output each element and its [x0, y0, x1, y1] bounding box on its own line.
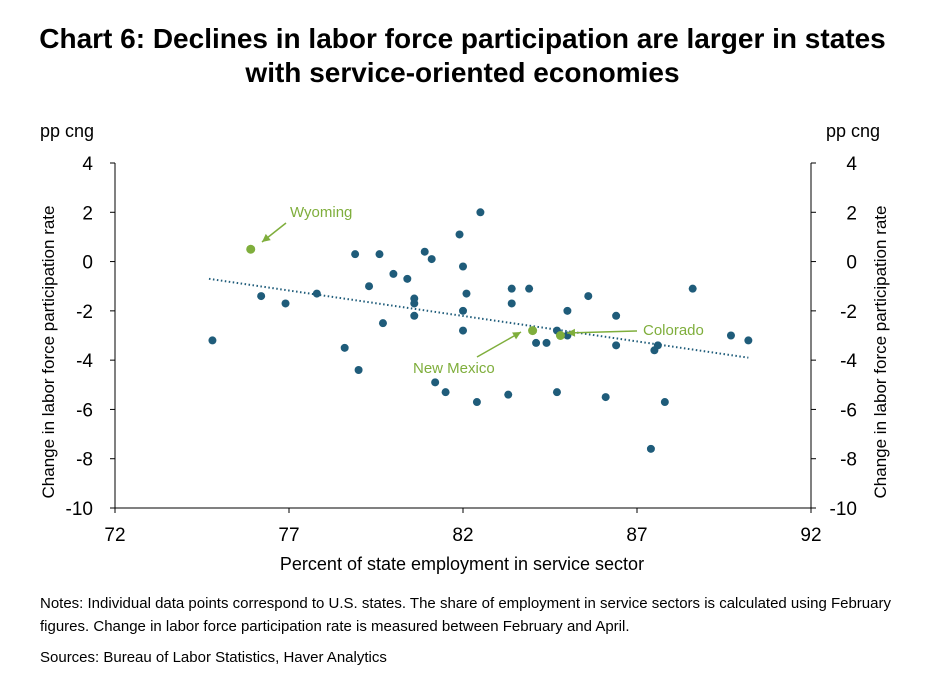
annotation-label: Colorado: [643, 322, 704, 339]
data-point: [462, 289, 471, 298]
trend-line-group: [208, 277, 749, 359]
data-point: [688, 284, 697, 293]
data-point: [459, 306, 467, 315]
y-tick-label-right: 0: [846, 253, 857, 274]
data-point: [375, 250, 384, 259]
y-unit-left: pp cng: [40, 121, 94, 141]
x-tick-label: 82: [452, 525, 473, 546]
y-tick-label-left: -2: [76, 302, 93, 323]
y-tick-label-left: 0: [82, 253, 93, 274]
data-point: [504, 390, 513, 399]
annotation-arrowhead: [262, 233, 271, 242]
data-point: [365, 282, 374, 291]
annotation-arrow: [476, 331, 522, 358]
trend-line: [208, 277, 749, 359]
y-axis-label-left: Change in labor force participation rate: [39, 206, 58, 499]
annotations: Wyoming New Mexico Colorado: [261, 204, 704, 377]
title-line-1: Chart 6: Declines in labor force partici…: [39, 23, 886, 54]
x-tick-label: 87: [626, 525, 647, 546]
axes: 4 4 2 2 0 0 -2 -2 -4 -4 -6 -6 -8 -8 -10 -10 72 77 82 87 92: [66, 154, 858, 546]
data-point: [378, 319, 387, 328]
data-point: [612, 311, 621, 320]
data-point: [420, 247, 429, 256]
annotation-label: Wyoming: [290, 204, 352, 221]
data-point: [525, 284, 534, 293]
data-point: [542, 338, 551, 347]
annotation-arrowhead: [512, 332, 521, 340]
data-point: [507, 299, 516, 308]
data-point: [403, 274, 412, 283]
data-point: [459, 326, 467, 335]
y-axis-label-right: Change in labor force participation rate: [871, 206, 890, 499]
x-tick-label: 77: [278, 525, 299, 546]
annotation-label: New Mexico: [413, 360, 495, 377]
y-tick-label-right: 2: [846, 203, 857, 224]
y-tick-label-left: -6: [76, 400, 93, 421]
data-point: [455, 230, 464, 239]
data-point: [552, 388, 561, 397]
highlight-point: [528, 326, 538, 336]
data-point: [532, 338, 541, 347]
x-tick-label: 72: [104, 525, 125, 546]
data-point: [472, 398, 481, 407]
y-tick-label-left: 4: [82, 154, 93, 175]
data-point: [601, 393, 610, 402]
data-point: [441, 388, 450, 397]
data-point: [257, 292, 266, 301]
y-tick-label-right: -2: [840, 302, 857, 323]
highlight-point: [555, 331, 565, 340]
data-point: [726, 331, 735, 340]
data-point: [646, 444, 655, 453]
annotation-arrowhead: [567, 328, 576, 337]
y-tick-label-left: 2: [82, 203, 93, 224]
data-points: [208, 208, 753, 453]
data-point: [410, 299, 419, 308]
data-point: [584, 292, 593, 301]
y-unit-right: pp cng: [826, 121, 880, 141]
y-tick-label-left: -8: [76, 450, 93, 471]
sources: Sources: Bureau of Labor Statistics, Hav…: [40, 649, 387, 666]
data-point: [612, 341, 621, 350]
y-tick-label-right: -8: [840, 450, 857, 471]
y-tick-label-right: -4: [840, 351, 857, 372]
data-point: [410, 311, 419, 320]
x-tick-label: 92: [800, 525, 821, 546]
scatter-chart: 4 4 2 2 0 0 -2 -2 -4 -4 -6 -6 -8 -8 -10 -10 72 77 82 87 92 W…: [39, 121, 890, 574]
chart-title: Chart 6: Declines in labor force partici…: [0, 22, 925, 90]
y-tick-label-left: -4: [76, 351, 93, 372]
x-axis-label: Percent of state employment in service s…: [280, 554, 644, 574]
highlight-point: [246, 244, 256, 254]
y-tick-label-right: 4: [846, 154, 857, 175]
data-point: [744, 336, 753, 345]
y-tick-label-right: -6: [840, 400, 857, 421]
data-point: [208, 336, 217, 345]
annotation-arrow: [566, 330, 638, 334]
data-point: [351, 250, 360, 259]
y-tick-label-left: -10: [66, 499, 93, 520]
data-point: [389, 269, 398, 278]
data-point: [312, 289, 321, 298]
data-point: [653, 341, 662, 350]
data-point: [427, 255, 436, 264]
data-point: [431, 378, 440, 387]
y-tick-label-right: -10: [830, 499, 857, 520]
data-point: [354, 366, 363, 374]
data-point: [507, 284, 516, 293]
data-point: [340, 343, 349, 352]
data-point: [660, 398, 669, 407]
data-point: [563, 306, 572, 315]
title-line-2: with service-oriented economies: [245, 57, 680, 88]
data-point: [476, 208, 485, 217]
data-point: [281, 299, 290, 308]
notes: Notes: Individual data points correspond…: [40, 595, 891, 635]
data-point: [459, 262, 467, 271]
